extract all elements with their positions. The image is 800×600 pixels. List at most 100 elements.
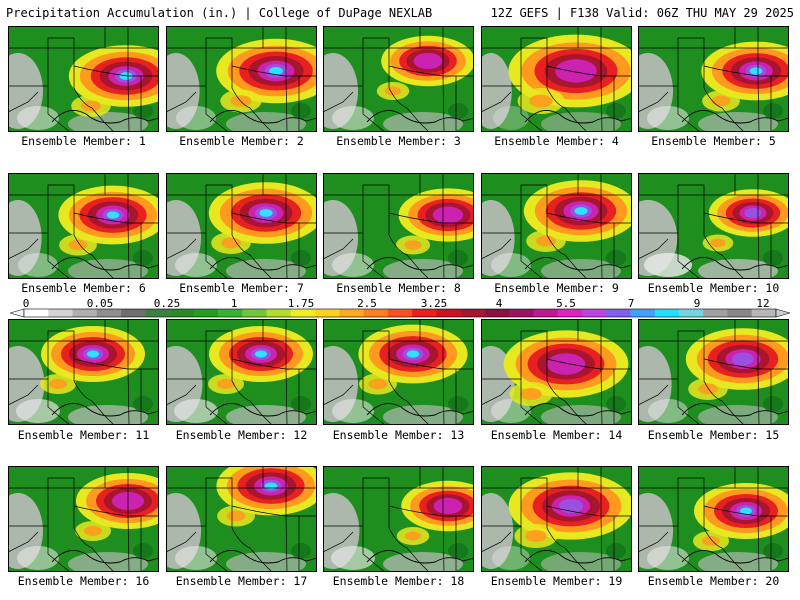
state-border bbox=[362, 233, 386, 279]
precip-band bbox=[221, 237, 241, 249]
ensemble-map bbox=[8, 173, 159, 279]
state-border bbox=[73, 213, 115, 279]
mexico-border bbox=[481, 531, 512, 553]
state-border bbox=[734, 26, 789, 132]
dry-area-gulf bbox=[698, 259, 778, 279]
precip-field bbox=[166, 26, 317, 132]
state-border bbox=[104, 26, 159, 132]
state-border bbox=[47, 233, 71, 279]
precip-band bbox=[536, 235, 556, 247]
dry-area-southwest bbox=[332, 106, 374, 130]
ensemble-member-label: Ensemble Member: 14 bbox=[490, 428, 623, 442]
precip-contour bbox=[269, 66, 283, 76]
ensemble-map bbox=[481, 26, 632, 132]
dry-area-southwest bbox=[174, 399, 218, 423]
dry-area-gulf bbox=[698, 405, 778, 425]
colorbar-swatch bbox=[436, 309, 461, 317]
dry-area-gulf bbox=[541, 405, 621, 425]
green-patch bbox=[606, 250, 626, 266]
state-border bbox=[362, 526, 386, 572]
ensemble-map bbox=[8, 466, 159, 572]
dry-area-gulf bbox=[383, 112, 463, 132]
precip-band bbox=[217, 379, 235, 389]
green-patch bbox=[448, 396, 468, 412]
state-border bbox=[388, 506, 430, 572]
precip-contour bbox=[264, 482, 278, 490]
dry-area-southwest bbox=[17, 106, 59, 130]
panel-frame bbox=[8, 319, 159, 425]
coastline bbox=[209, 549, 317, 564]
dry-area-southwest bbox=[18, 253, 58, 277]
dry-area-southwest bbox=[175, 546, 217, 570]
colorbar-swatch bbox=[557, 309, 583, 317]
dry-area-gulf bbox=[68, 259, 148, 279]
state-border bbox=[323, 184, 445, 279]
precip-field bbox=[323, 466, 474, 572]
ensemble-map bbox=[481, 319, 632, 425]
green-patch bbox=[133, 103, 153, 119]
state-border bbox=[481, 184, 603, 279]
green-patch bbox=[291, 543, 311, 559]
state-border bbox=[520, 526, 544, 572]
precip-band bbox=[384, 86, 402, 96]
coastline bbox=[524, 109, 632, 124]
state-border bbox=[419, 319, 474, 425]
precip-band bbox=[404, 240, 422, 250]
state-border bbox=[546, 359, 588, 425]
colorbar-tick-label: 1.75 bbox=[288, 298, 315, 310]
dry-area-southwest bbox=[331, 546, 375, 570]
state-border bbox=[73, 359, 115, 425]
panel-frame bbox=[323, 319, 474, 425]
colorbar-tick-label: 3.25 bbox=[421, 298, 448, 310]
precip-contour bbox=[744, 207, 762, 219]
panel-frame bbox=[8, 26, 159, 132]
coastline bbox=[209, 109, 317, 124]
precip-band bbox=[230, 95, 252, 107]
colorbar-swatch bbox=[96, 309, 122, 317]
state-border bbox=[388, 66, 430, 132]
coastline bbox=[209, 256, 317, 271]
state-border bbox=[734, 319, 789, 425]
precip-contour bbox=[740, 507, 752, 515]
state-border bbox=[323, 37, 445, 132]
state-border bbox=[166, 37, 288, 132]
ensemble-map bbox=[166, 173, 317, 279]
state-border bbox=[703, 213, 745, 279]
ensemble-member-label: Ensemble Member: 10 bbox=[647, 281, 780, 295]
state-border bbox=[546, 213, 588, 279]
dry-area-gulf bbox=[226, 405, 306, 425]
colorbar-swatch bbox=[654, 309, 680, 317]
dry-area-gulf bbox=[68, 552, 148, 572]
mexico-border bbox=[8, 384, 39, 406]
precip-contour bbox=[413, 52, 443, 70]
precip-band bbox=[525, 530, 547, 542]
precip-band bbox=[702, 536, 720, 546]
model-run-info: 12Z GEFS | F138 Valid: 06Z THU MAY 29 20… bbox=[490, 6, 794, 20]
coastline bbox=[51, 402, 159, 417]
precip-field bbox=[638, 26, 789, 132]
ensemble-member-label: Ensemble Member: 19 bbox=[490, 574, 623, 588]
chart-title: Precipitation Accumulation (in.) | Colle… bbox=[6, 6, 433, 20]
state-border bbox=[734, 173, 789, 279]
dry-area-gulf bbox=[698, 112, 778, 132]
precip-contour bbox=[574, 207, 588, 215]
colorbar-swatch bbox=[193, 309, 219, 317]
colorbar-swatch bbox=[678, 309, 704, 317]
precip-contour bbox=[433, 497, 463, 515]
panel-frame bbox=[638, 26, 789, 132]
green-patch bbox=[763, 543, 783, 559]
mexico-border bbox=[323, 238, 354, 260]
green-patch bbox=[133, 250, 153, 266]
green-patch bbox=[448, 250, 468, 266]
green-patch bbox=[291, 250, 311, 266]
precip-band bbox=[81, 100, 101, 112]
state-border bbox=[205, 233, 229, 279]
precip-band bbox=[68, 239, 88, 251]
colorbar-swatch bbox=[703, 309, 728, 317]
dry-area-west bbox=[8, 200, 42, 276]
panel-frame bbox=[638, 319, 789, 425]
dry-area-southwest bbox=[492, 546, 530, 570]
state-border bbox=[703, 506, 745, 572]
state-border bbox=[205, 379, 229, 425]
coastline bbox=[51, 549, 159, 564]
